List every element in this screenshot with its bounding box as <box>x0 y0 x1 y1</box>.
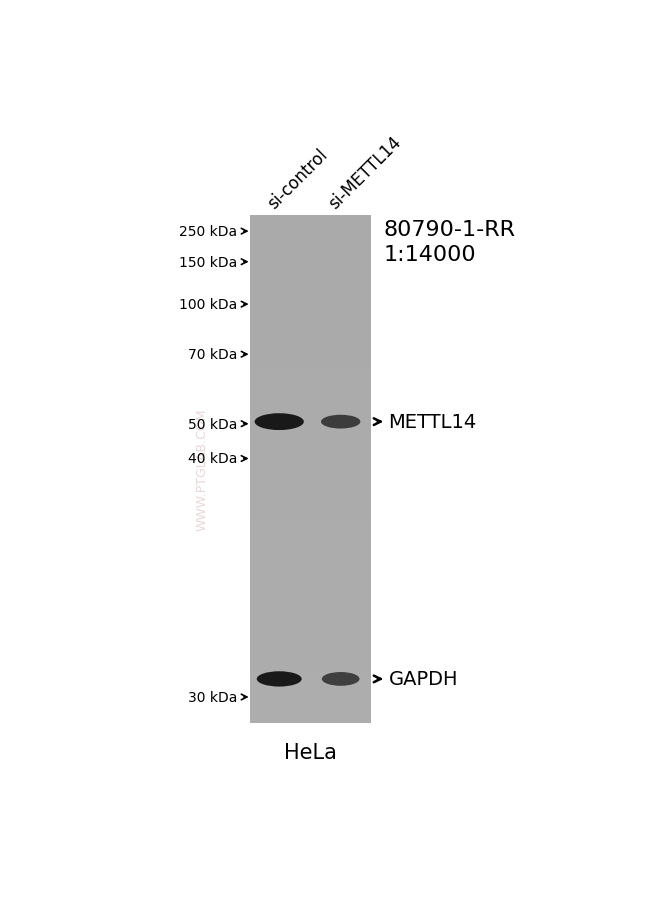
Text: 150 kDa: 150 kDa <box>179 255 237 270</box>
Text: 80790-1-RR
1:14000: 80790-1-RR 1:14000 <box>384 219 515 265</box>
Text: 70 kDa: 70 kDa <box>188 348 237 362</box>
Ellipse shape <box>257 671 302 686</box>
Text: 40 kDa: 40 kDa <box>188 452 237 466</box>
Bar <box>250 292 371 318</box>
Bar <box>250 469 371 495</box>
Text: METTL14: METTL14 <box>389 413 477 432</box>
Bar <box>250 343 371 368</box>
Bar <box>250 267 371 292</box>
Bar <box>250 216 371 241</box>
Bar <box>250 216 371 723</box>
Bar <box>250 241 371 267</box>
Bar <box>250 672 371 697</box>
Bar <box>250 495 371 520</box>
Ellipse shape <box>321 415 360 429</box>
Bar <box>250 546 371 571</box>
Bar <box>250 596 371 621</box>
Bar <box>250 318 371 343</box>
Text: HeLa: HeLa <box>284 742 337 762</box>
Text: si-control: si-control <box>264 145 331 213</box>
Bar <box>250 520 371 546</box>
Text: 100 kDa: 100 kDa <box>179 298 237 312</box>
Bar <box>250 621 371 647</box>
Text: 30 kDa: 30 kDa <box>188 690 237 704</box>
Bar <box>250 571 371 596</box>
Text: si-METTL14: si-METTL14 <box>326 133 405 213</box>
Text: 50 kDa: 50 kDa <box>188 418 237 431</box>
Text: 250 kDa: 250 kDa <box>179 225 237 239</box>
Bar <box>250 393 371 419</box>
Bar <box>250 419 371 444</box>
Bar <box>250 444 371 469</box>
Text: GAPDH: GAPDH <box>389 669 458 688</box>
Bar <box>250 697 371 723</box>
Bar <box>250 368 371 393</box>
Text: WWW.PTGLAB.COM: WWW.PTGLAB.COM <box>196 409 209 530</box>
Ellipse shape <box>255 414 304 430</box>
Bar <box>250 647 371 672</box>
Ellipse shape <box>322 672 359 686</box>
